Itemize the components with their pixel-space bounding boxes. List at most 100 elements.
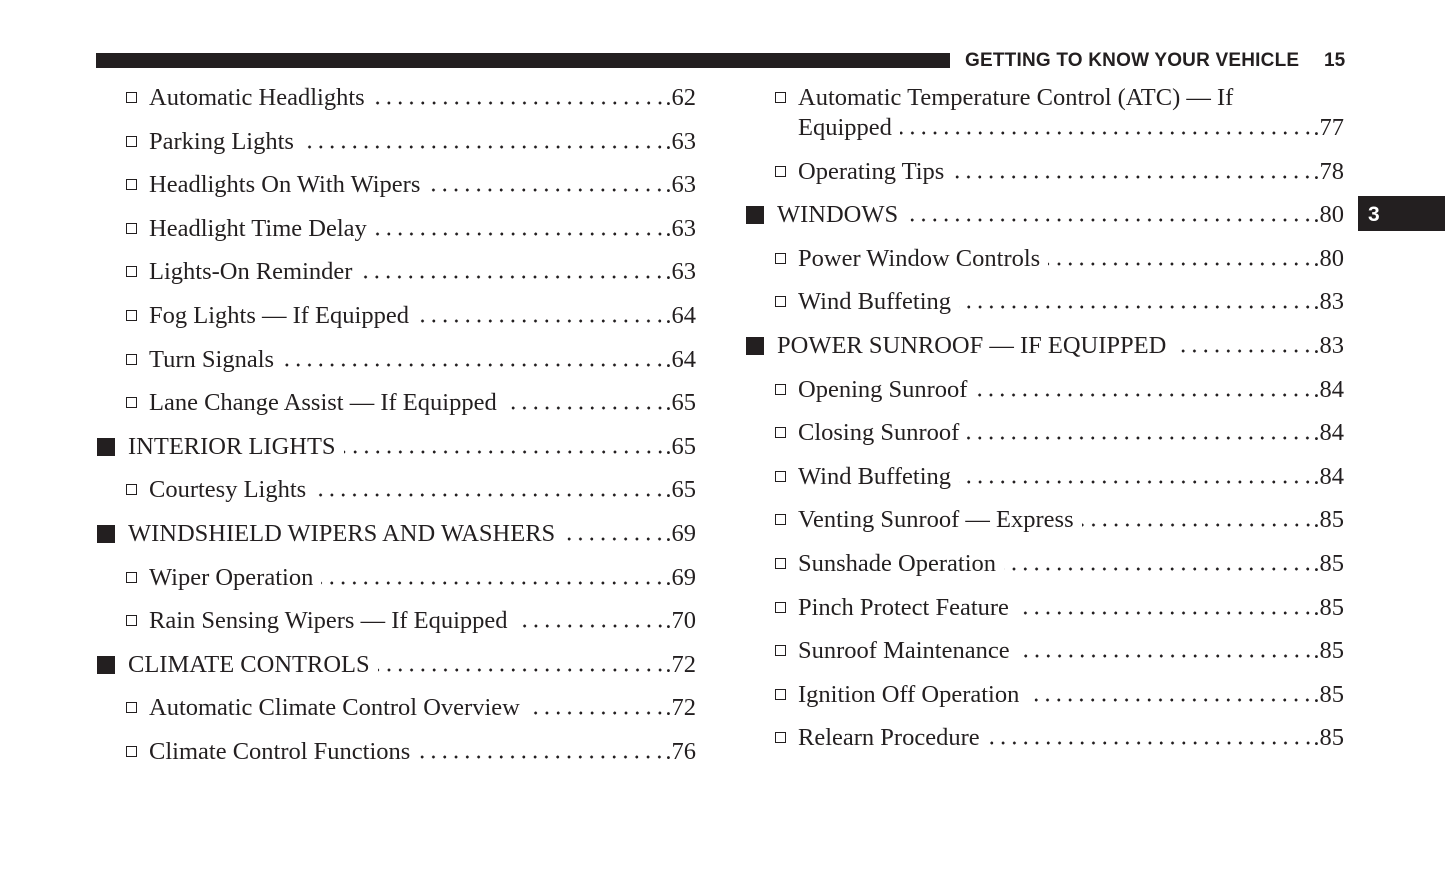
- entry-label: Turn Signals: [149, 345, 275, 373]
- filled-square-bullet-icon: [97, 655, 115, 674]
- dot-leader: [418, 746, 666, 759]
- entry-label: Automatic Temperature Control (ATC) — If: [798, 84, 1234, 111]
- entry-label: Rain Sensing Wipers — If Equipped: [149, 607, 508, 635]
- entry-page: .63: [665, 258, 696, 286]
- dot-leader: [1004, 558, 1314, 571]
- entry-page: .84: [1313, 419, 1344, 447]
- toc-subentry[interactable]: Sunroof Maintenance .85: [745, 629, 1344, 673]
- entry-label: CLIMATE CONTROLS: [128, 650, 370, 678]
- entry-label: Sunshade Operation: [798, 549, 996, 577]
- toc-section-entry[interactable]: POWER SUNROOF — IF EQUIPPED .83: [745, 324, 1344, 368]
- hollow-square-bullet-icon: [126, 179, 137, 191]
- toc-subentry[interactable]: Pinch Protect Feature .85: [745, 586, 1344, 630]
- toc-subentry[interactable]: Relearn Procedure .85: [745, 716, 1344, 760]
- toc-subentry[interactable]: Courtesy Lights .65: [96, 468, 696, 512]
- toc-subentry[interactable]: Ignition Off Operation .85: [745, 673, 1344, 717]
- entry-label: INTERIOR LIGHTS: [128, 432, 336, 460]
- hollow-square-bullet-icon: [775, 296, 786, 308]
- toc-subentry[interactable]: Power Window Controls .80: [745, 237, 1344, 281]
- entry-label: Opening Sunroof: [798, 375, 968, 403]
- hollow-square-bullet-icon: [775, 688, 786, 700]
- toc-section-entry[interactable]: WINDOWS .80: [745, 193, 1344, 237]
- entry-page: .84: [1313, 375, 1344, 403]
- entry-label: Fog Lights — If Equipped: [149, 301, 409, 329]
- toc-subentry[interactable]: Venting Sunroof — Express .85: [745, 498, 1344, 542]
- toc-subentry[interactable]: Lights-On Reminder .63: [96, 250, 696, 294]
- dot-leader: [1174, 340, 1314, 353]
- dot-leader: [515, 616, 666, 629]
- entry-label: Closing Sunroof: [798, 419, 960, 447]
- dot-leader: [527, 703, 666, 716]
- toc-subentry[interactable]: Wind Buffeting .84: [745, 455, 1344, 499]
- hollow-square-bullet-icon: [126, 135, 137, 147]
- page-number: 15: [1324, 50, 1346, 71]
- toc-subentry[interactable]: Automatic Headlights .62: [96, 76, 696, 120]
- entry-label-continued: Equipped: [798, 114, 892, 141]
- entry-label: Parking Lights: [149, 127, 294, 155]
- toc-section-entry[interactable]: WINDSHIELD WIPERS AND WASHERS .69: [96, 512, 696, 556]
- entry-label: Lane Change Assist — If Equipped: [149, 389, 497, 417]
- toc-subentry[interactable]: Turn Signals .64: [96, 338, 696, 382]
- dot-leader: [377, 659, 666, 672]
- hollow-square-bullet-icon: [126, 571, 137, 583]
- hollow-square-bullet-icon: [126, 353, 137, 365]
- toc-subentry[interactable]: Operating Tips .78: [745, 150, 1344, 194]
- entry-page: .84: [1313, 462, 1344, 490]
- toc-subentry[interactable]: Parking Lights .63: [96, 120, 696, 164]
- dot-leader: [1081, 515, 1314, 528]
- hollow-square-bullet-icon: [775, 470, 786, 482]
- entry-label: Headlights On With Wipers: [149, 171, 421, 199]
- dot-leader: [428, 180, 666, 193]
- toc-subentry[interactable]: Headlights On With Wipers .63: [96, 163, 696, 207]
- toc-section-entry[interactable]: INTERIOR LIGHTS .65: [96, 425, 696, 469]
- entry-label: Climate Control Functions: [149, 737, 411, 765]
- toc-section-entry[interactable]: CLIMATE CONTROLS .72: [96, 643, 696, 687]
- toc-subentry[interactable]: Closing Sunroof .84: [745, 411, 1344, 455]
- entry-page: .63: [665, 171, 696, 199]
- dot-leader: [1048, 253, 1314, 266]
- entry-label: Ignition Off Operation: [798, 680, 1020, 708]
- toc-subentry[interactable]: Headlight Time Delay .63: [96, 207, 696, 251]
- toc-subentry[interactable]: Wiper Operation .69: [96, 556, 696, 600]
- entry-page: .69: [665, 563, 696, 591]
- hollow-square-bullet-icon: [126, 702, 137, 714]
- hollow-square-bullet-icon: [775, 427, 786, 439]
- toc-left-column: Automatic Headlights .62 Parking Lights .63…: [96, 76, 696, 774]
- toc-subentry[interactable]: Fog Lights — If Equipped .64: [96, 294, 696, 338]
- hollow-square-bullet-icon: [775, 383, 786, 395]
- toc-subentry[interactable]: Wind Buffeting .83: [745, 280, 1344, 324]
- entry-page: .78: [1313, 157, 1344, 185]
- dot-leader: [282, 354, 666, 367]
- toc-subentry[interactable]: Lane Change Assist — If Equipped .65: [96, 381, 696, 425]
- entry-label: Automatic Headlights: [149, 84, 365, 111]
- dot-leader: [321, 572, 666, 585]
- entry-page: .65: [665, 389, 696, 417]
- toc-subentry[interactable]: Opening Sunroof .84: [745, 368, 1344, 412]
- toc-subentry[interactable]: Automatic Climate Control Overview .72: [96, 686, 696, 730]
- entry-label: Power Window Controls: [798, 244, 1041, 272]
- entry-label: Headlight Time Delay: [149, 214, 367, 242]
- entry-page: .72: [665, 694, 696, 722]
- toc-subentry[interactable]: Climate Control Functions .76: [96, 730, 696, 774]
- toc-subentry[interactable]: Rain Sensing Wipers — If Equipped .70: [96, 599, 696, 643]
- toc-subentry[interactable]: Automatic Temperature Control (ATC) — If…: [745, 76, 1344, 150]
- entry-page: .70: [665, 607, 696, 635]
- entry-page: .76: [665, 737, 696, 765]
- dot-leader: [906, 210, 1314, 223]
- entry-page: .77: [1313, 114, 1344, 141]
- entry-page: .83: [1313, 331, 1344, 359]
- dot-leader: [987, 733, 1314, 746]
- hollow-square-bullet-icon: [126, 92, 137, 103]
- header-rule: [96, 53, 950, 68]
- entry-label: Wiper Operation: [149, 563, 314, 591]
- dot-leader: [1017, 646, 1314, 659]
- toc-subentry[interactable]: Sunshade Operation .85: [745, 542, 1344, 586]
- entry-label: Venting Sunroof — Express: [798, 506, 1074, 534]
- dot-leader: [1016, 602, 1314, 615]
- entry-label: Lights-On Reminder: [149, 258, 353, 286]
- entry-page: .80: [1313, 244, 1344, 272]
- entry-page: .65: [665, 476, 696, 504]
- dot-leader: [967, 428, 1314, 441]
- entry-label: Operating Tips: [798, 157, 945, 185]
